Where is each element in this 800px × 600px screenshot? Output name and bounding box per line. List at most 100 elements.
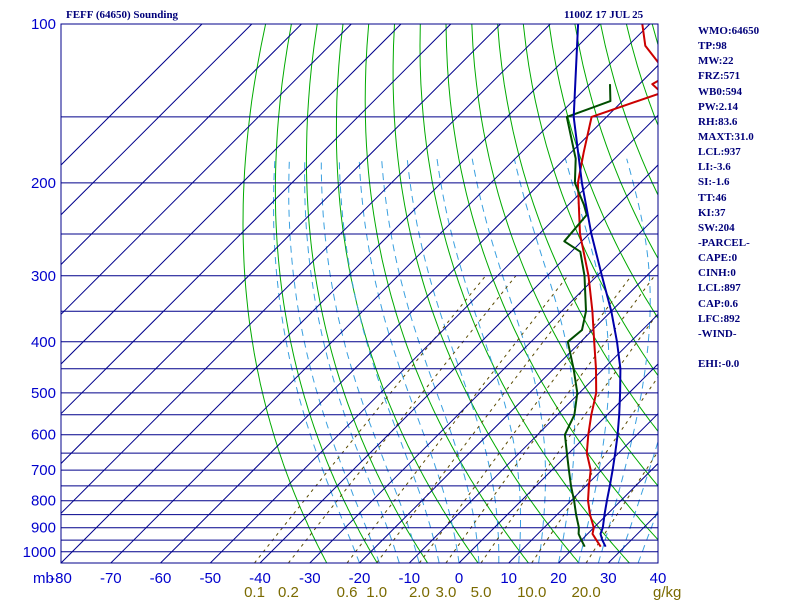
dry-adiabat-line: [242, 24, 328, 563]
isotherm-line: [209, 114, 658, 563]
isotherm-line: [61, 24, 452, 415]
plot-background: [61, 24, 658, 563]
stat-line: TP:98: [698, 40, 727, 53]
moist-adiabats: [272, 158, 658, 563]
stat-line: LI:-3.6: [698, 161, 731, 174]
y-tick-label: 900: [31, 520, 56, 537]
isotherm-line: [61, 24, 501, 465]
mixing-ratio-lines: [254, 275, 658, 563]
moist-adiabat-line: [358, 158, 460, 563]
mixing-ratio-line: [445, 275, 656, 563]
isotherm-line: [309, 214, 658, 563]
x-tick-label: 30: [600, 570, 617, 587]
mixing-ratio-label: 0.1: [244, 584, 265, 600]
dry-adiabat-line: [471, 24, 658, 487]
stats-panel: WMO:64650 TP:98 MW:22 FRZ:571 WB0:594 PW:2.14…: [698, 24, 759, 372]
x-tick-label: -10: [398, 570, 420, 587]
x-tick-label: 40: [650, 570, 667, 587]
x-tick-label: -70: [100, 570, 122, 587]
x-tick-label: -20: [349, 570, 371, 587]
isotherm-line: [558, 462, 658, 563]
moist-adiabat-line: [436, 158, 521, 563]
moist-adiabat-line: [513, 158, 576, 563]
stat-line: RH:83.6: [698, 115, 738, 128]
isotherm-line: [359, 263, 658, 563]
isobars-and-isotherms: [61, 24, 658, 563]
stat-line: -PARCEL-: [698, 236, 750, 249]
dry-adiabat-line: [548, 24, 658, 320]
mixing-ratio-label: 3.0: [435, 584, 456, 600]
mixing-ratio-label: 5.0: [471, 584, 492, 600]
y-tick-label: 500: [31, 385, 56, 402]
isotherm-line: [408, 313, 658, 563]
dry-adiabat-line: [574, 24, 658, 260]
moist-adiabat-line: [272, 158, 360, 563]
mixing-ratio-line: [346, 275, 569, 563]
stat-line: SW:204: [698, 221, 735, 234]
mixing-ratio-line: [288, 275, 517, 563]
isotherm-line: [458, 363, 658, 563]
isotherm-line: [259, 164, 658, 563]
stat-line: -WIND-: [698, 327, 737, 340]
y-tick-label: 400: [31, 334, 56, 351]
dry-adiabat-line: [274, 24, 378, 563]
mixing-ratio-label: 10.0: [517, 584, 546, 600]
x-tick-label: 20: [550, 570, 567, 587]
y-tick-label: 100: [31, 16, 56, 33]
y-tick-label: 300: [31, 268, 56, 285]
stat-line: TT:46: [698, 191, 727, 204]
dry-adiabat-line: [392, 24, 580, 563]
stat-line: CINH:0: [698, 267, 736, 280]
parcel-profile-line: [572, 24, 622, 548]
stat-line: MW:22: [698, 55, 734, 68]
isotherm-line: [61, 24, 253, 216]
moist-adiabat-line: [471, 158, 547, 563]
moist-adiabat-line: [637, 508, 658, 563]
chart-datetime: 1100Z 17 JUL 25: [564, 9, 644, 21]
dry-adiabat-line: [755, 24, 800, 563]
isotherm-line: [61, 24, 402, 365]
temperature-profile-line: [576, 24, 658, 548]
stat-line: CAP:0.6: [698, 297, 739, 310]
x-tick-label: -30: [299, 570, 321, 587]
mixing-ratio-line: [254, 275, 486, 563]
plot-frame: [60, 23, 659, 564]
moist-adiabat-line: [320, 158, 420, 563]
isotherm-line: [61, 24, 203, 166]
y-tick-label: 800: [31, 493, 56, 510]
moist-adiabat-line: [304, 158, 400, 563]
stat-line: KI:37: [698, 206, 726, 219]
dry-adiabat-line: [419, 24, 630, 563]
mixing-ratio-line: [480, 312, 658, 563]
isotherm-line: [110, 24, 651, 563]
stat-line: WMO:64650: [698, 25, 760, 37]
y-tick-label: 700: [31, 462, 56, 479]
chart-title: FEFF (64650) Sounding: [66, 9, 179, 21]
mixing-ratio-label: 0.6: [337, 584, 358, 600]
stat-line: SI:-1.6: [698, 176, 730, 189]
stat-line: [698, 342, 759, 357]
x-tick-label: 0: [455, 570, 463, 587]
isotherm-line: [61, 24, 352, 316]
mixing-ratio-unit-label: g/kg: [653, 584, 681, 600]
stat-line: CAPE:0: [698, 252, 738, 265]
x-tick-label: -50: [199, 570, 221, 587]
stat-line: LCL:937: [698, 146, 741, 159]
isotherm-line: [61, 24, 302, 266]
x-tick-label: -60: [150, 570, 172, 587]
moist-adiabat-line: [564, 158, 610, 563]
mixing-ratio-label: 1.0: [366, 584, 387, 600]
isotherm-line: [61, 24, 551, 515]
stat-line: PW:2.14: [698, 100, 739, 113]
stat-line: EHI:-0.0: [698, 358, 740, 371]
x-tick-label: -40: [249, 570, 271, 587]
isotherm-line: [508, 413, 658, 563]
dry-adiabat-line: [305, 24, 429, 563]
stat-line: WB0:594: [698, 85, 742, 98]
mixing-ratio-label: 20.0: [571, 584, 600, 600]
mixing-ratio-line: [585, 450, 658, 563]
y-tick-label: 200: [31, 175, 56, 192]
mixing-ratio-line: [376, 275, 595, 563]
x-tick-label: -80: [50, 570, 72, 587]
